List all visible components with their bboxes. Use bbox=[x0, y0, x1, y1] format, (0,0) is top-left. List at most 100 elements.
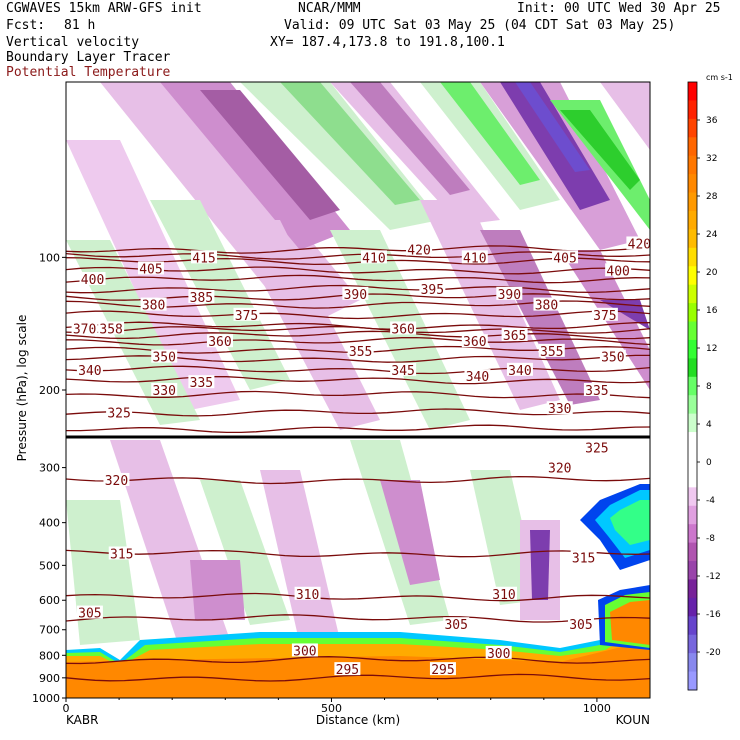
isentrope-395 bbox=[66, 284, 650, 294]
colorbar-tick-label: -20 bbox=[706, 648, 721, 658]
isentrope-label-bg bbox=[599, 349, 626, 363]
colorbar-segment bbox=[688, 247, 697, 267]
isentrope-label: 330 bbox=[548, 402, 571, 417]
isentrope-label: 385 bbox=[190, 291, 213, 306]
isentrope-label-bg bbox=[291, 643, 318, 657]
colorbar-segment bbox=[688, 118, 697, 138]
isentrope-label: 365 bbox=[503, 329, 526, 344]
isentrope-label: 355 bbox=[540, 345, 563, 360]
isentrope-label: 320 bbox=[105, 474, 128, 489]
colorbar-segment bbox=[688, 155, 697, 175]
isentrope-label-bg bbox=[552, 250, 579, 264]
isentrope-label-bg bbox=[546, 401, 573, 415]
isentrope-label-bg bbox=[429, 662, 456, 676]
x-axis: 0 500 1000 bbox=[63, 698, 611, 715]
isentrope-label-bg bbox=[583, 383, 610, 396]
isentrope-label: 355 bbox=[349, 345, 372, 360]
isentrope-label-bg bbox=[106, 405, 133, 419]
isentrope-365 bbox=[66, 330, 650, 340]
x-tick-label: 0 bbox=[63, 702, 70, 715]
isentrope-label: 315 bbox=[572, 552, 595, 567]
colorbar-tick-label: -4 bbox=[706, 496, 715, 506]
isentrope-label-bg bbox=[79, 272, 106, 286]
init-time: Init: 00 UTC Wed 30 Apr 25 bbox=[517, 1, 721, 16]
colorbar-segment bbox=[688, 339, 697, 359]
isentrope-360 bbox=[66, 336, 650, 346]
isentrope-label-bg bbox=[206, 334, 233, 348]
y-tick-label: 800 bbox=[39, 649, 60, 662]
isentrope-label: 415 bbox=[192, 251, 215, 266]
isentrope-label-bg bbox=[506, 362, 533, 376]
x-axis-label: Distance (km) bbox=[316, 713, 400, 727]
x-tick-label: 1000 bbox=[583, 702, 611, 715]
isentrope-label-bg bbox=[191, 250, 218, 264]
isentrope-label-bg bbox=[461, 334, 488, 348]
isentrope-label: 350 bbox=[601, 351, 624, 366]
field-boundary-layer: Boundary Layer Tracer bbox=[6, 50, 171, 65]
isentrope-label-bg bbox=[406, 242, 433, 256]
isentrope-label-bg bbox=[76, 362, 103, 376]
colorbar-segment bbox=[688, 432, 697, 451]
left-endpoint-label: KABR bbox=[66, 713, 98, 727]
isentrope-label: 315 bbox=[110, 548, 133, 563]
isentrope-330 bbox=[66, 408, 650, 417]
colorbar-segment bbox=[688, 671, 697, 691]
isentrope-label: 360 bbox=[391, 322, 414, 337]
field-vertical-velocity: Vertical velocity bbox=[6, 35, 140, 50]
fcst-value: 81 h bbox=[64, 18, 96, 33]
isentrope-label: 335 bbox=[190, 376, 213, 391]
isentrope-label: 305 bbox=[78, 607, 101, 622]
isentrope-375 bbox=[66, 321, 650, 330]
isentrope-label-bg bbox=[496, 286, 523, 300]
colorbar-tick-label: 0 bbox=[706, 458, 712, 468]
isentrope-label: 360 bbox=[463, 335, 486, 350]
colorbar-segment bbox=[688, 487, 697, 507]
xy-coords: XY= 187.4,173.8 to 191.8,100.1 bbox=[270, 35, 505, 50]
isentrope-label-bg bbox=[294, 586, 321, 600]
right-endpoint-label: KOUN bbox=[616, 713, 650, 727]
colorbar-tick-label: 8 bbox=[706, 382, 712, 392]
colorbar-tick-label: 28 bbox=[706, 192, 718, 202]
isentrope-label: 400 bbox=[81, 273, 104, 288]
colorbar-segment bbox=[688, 174, 697, 194]
colorbar-segment bbox=[688, 505, 697, 525]
colorbar-tick-label: 32 bbox=[706, 154, 717, 164]
isentrope-label-bg bbox=[491, 586, 517, 600]
isentrope-label: 395 bbox=[421, 283, 444, 298]
isentrope-label-bg bbox=[76, 605, 103, 619]
isentrope-label-bg bbox=[98, 321, 125, 335]
isentrope-label: 325 bbox=[585, 441, 608, 456]
isentrope-label: 320 bbox=[548, 462, 571, 477]
isentrope-label: 350 bbox=[152, 351, 175, 366]
colorbar-segment bbox=[688, 542, 697, 562]
isentrope-label: 420 bbox=[407, 244, 430, 259]
isentrope-label: 325 bbox=[107, 407, 130, 422]
vertical-velocity-shading bbox=[66, 82, 650, 650]
isentrope-label-bg bbox=[390, 321, 417, 335]
isentrope-label: 295 bbox=[431, 663, 454, 678]
y-axis-label: Pressure (hPa), log scale bbox=[15, 315, 29, 462]
isentrope-label: 340 bbox=[508, 364, 531, 379]
isentrope-300 bbox=[66, 656, 650, 665]
field-potential-temperature: Potential Temperature bbox=[6, 65, 171, 80]
colorbar-segment bbox=[688, 82, 697, 101]
fcst-label: Fcst: bbox=[6, 18, 46, 33]
isentrope-label: 405 bbox=[553, 251, 576, 266]
y-tick-label: 1000 bbox=[32, 692, 60, 705]
isentrope-label: 358 bbox=[99, 322, 122, 337]
colorbar-tick-label: 20 bbox=[706, 268, 718, 278]
colorbar-segment bbox=[688, 137, 697, 157]
isentrope-380 bbox=[66, 310, 650, 320]
isentrope-label: 295 bbox=[336, 663, 359, 678]
colorbar-unit: cm s-1 bbox=[706, 73, 733, 82]
y-tick-label: 600 bbox=[39, 594, 60, 607]
isentrope-320 bbox=[66, 475, 650, 485]
colorbar-tick-label: -16 bbox=[706, 610, 721, 620]
isentrope-label-bg bbox=[461, 250, 488, 264]
isentrope-label-bg bbox=[443, 617, 470, 631]
isentrope-label: 330 bbox=[152, 384, 175, 399]
isentrope-label-bg bbox=[591, 307, 618, 321]
y-tick-label: 200 bbox=[39, 384, 60, 397]
isentrope-label-bg bbox=[538, 343, 565, 357]
colorbar-segment bbox=[688, 413, 697, 433]
